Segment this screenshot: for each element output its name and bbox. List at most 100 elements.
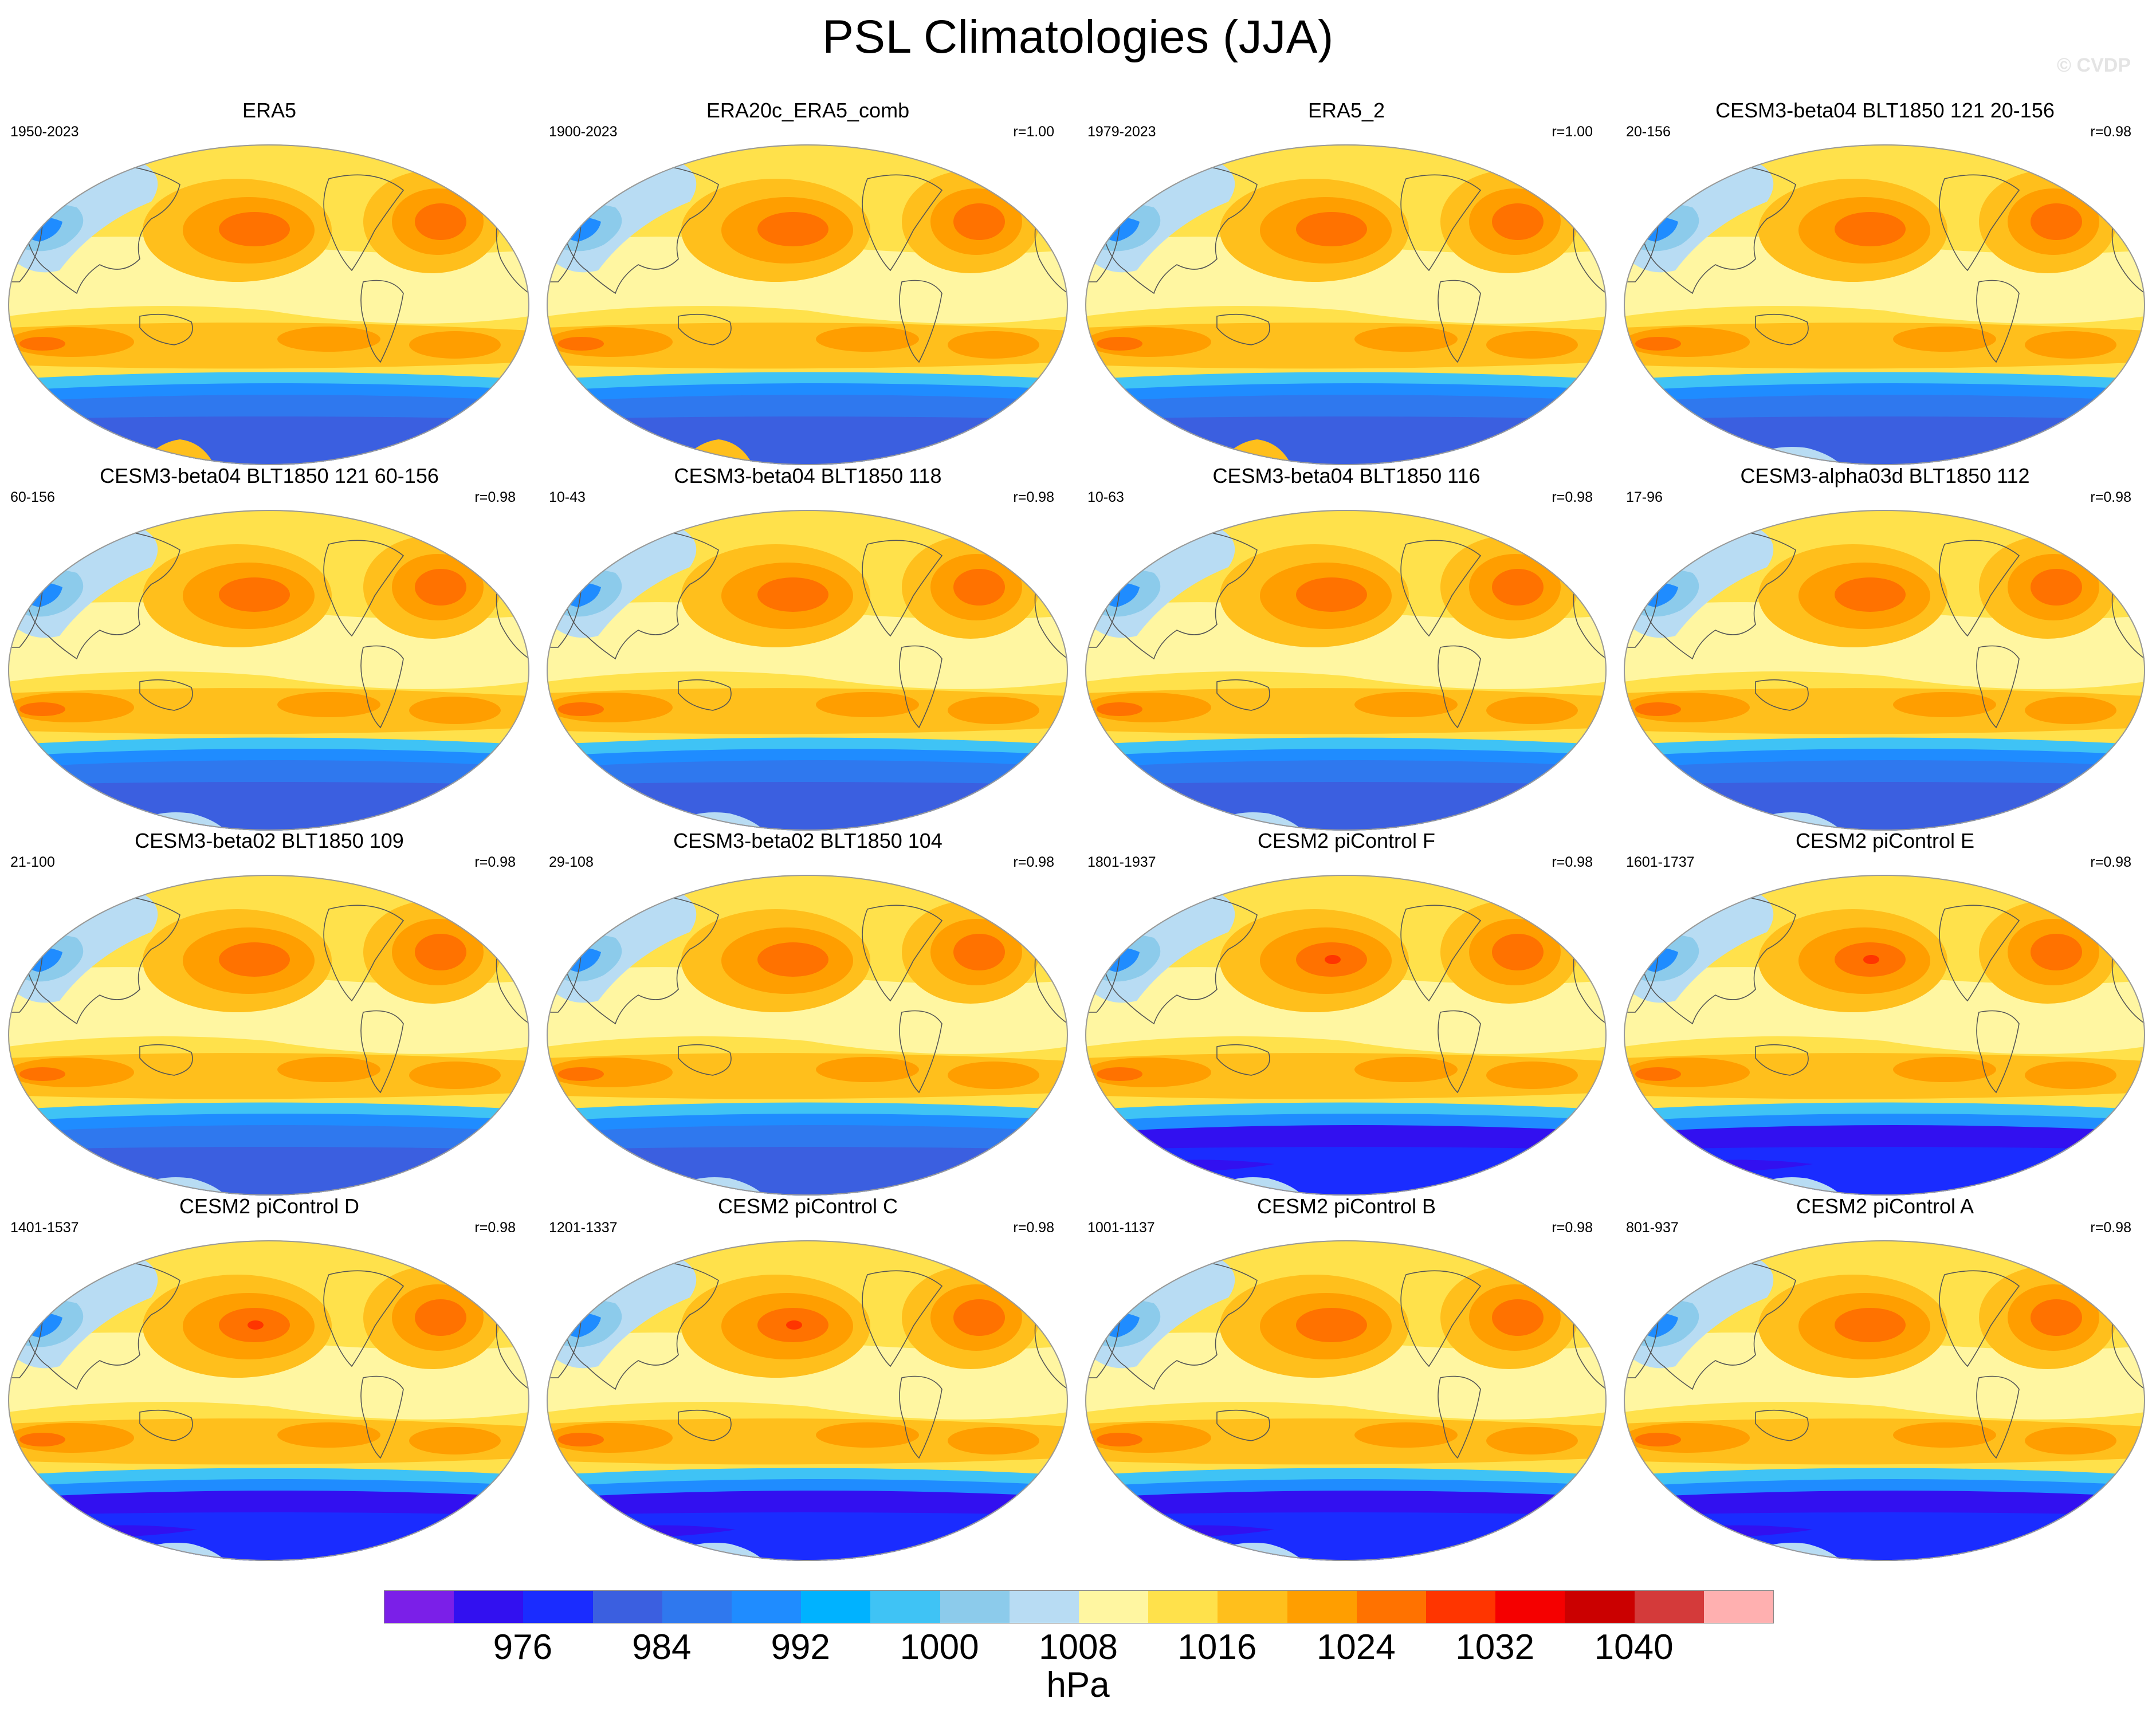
- map-border: [8, 510, 529, 831]
- north-america-outline: [1400, 1270, 1482, 1367]
- south-pacific-high: [1354, 327, 1458, 352]
- australia-outline: [1755, 679, 1809, 711]
- south-pacific-high: [277, 327, 380, 352]
- atlantic-high-inner: [1492, 1299, 1544, 1336]
- colorbar-swatch: [1218, 1591, 1287, 1623]
- panel-title: CESM3-beta02 BLT1850 104: [673, 829, 942, 852]
- south-pacific-high: [1893, 327, 1996, 352]
- south-pacific-high: [277, 1422, 380, 1448]
- colorbar-swatch: [801, 1591, 871, 1623]
- panel-years: 1801-1937: [1087, 854, 1156, 870]
- south-america-outline: [899, 1375, 942, 1459]
- australia-outline: [678, 679, 732, 711]
- south-america-outline: [899, 280, 942, 363]
- pacific-high-core: [1863, 955, 1879, 964]
- panel-title: CESM2 piControl A: [1796, 1194, 1974, 1218]
- south-pacific-high: [1354, 692, 1458, 717]
- atlantic-high-inner: [2031, 934, 2082, 970]
- colorbar-swatch: [1703, 1591, 1774, 1623]
- panel-years: 60-156: [10, 489, 55, 505]
- map-border: [1085, 1240, 1607, 1561]
- psl-contour-field: [1624, 1240, 2145, 1561]
- panel-title: CESM3-beta04 BLT1850 118: [674, 464, 942, 488]
- pacific-high-inner: [219, 212, 290, 246]
- psl-contour-field: [1624, 144, 2145, 465]
- south-indian-core: [1097, 1433, 1142, 1446]
- map-border: [8, 144, 529, 465]
- south-atlantic-high: [948, 331, 1039, 359]
- atlantic-high-inner: [415, 203, 466, 240]
- panel-pattern-correlation: r=0.98: [2090, 124, 2131, 140]
- north-america-outline: [1939, 905, 2020, 1002]
- atlantic-high-inner: [2031, 1299, 2082, 1336]
- south-indian-core: [1635, 337, 1681, 351]
- south-atlantic-high: [948, 697, 1039, 724]
- south-america-outline: [899, 645, 942, 729]
- colorbar: [384, 1590, 1774, 1623]
- south-america-outline: [899, 1010, 942, 1094]
- southern-high-band: [8, 688, 529, 734]
- psl-contour-field: [1085, 510, 1607, 831]
- south-america-outline: [360, 1010, 404, 1094]
- north-america-outline: [862, 1270, 943, 1367]
- south-indian-core: [1097, 702, 1142, 716]
- southern-ocean-low-deep: [1085, 782, 1607, 831]
- psl-map: [1085, 1240, 1607, 1561]
- north-america-outline: [1939, 174, 2020, 272]
- colorbar-swatch: [384, 1591, 454, 1623]
- colorbar-swatch: [1079, 1591, 1149, 1623]
- psl-map: [8, 1240, 529, 1561]
- southern-ocean-low-deep: [1624, 416, 2145, 465]
- southern-ocean-low-deep: [547, 1147, 1068, 1196]
- map-panel: CESM2 piControl C 1201-1337 r=0.98: [539, 1194, 1077, 1561]
- southern-high-band: [8, 1053, 529, 1099]
- south-atlantic-high: [409, 697, 501, 724]
- psl-map: [547, 1240, 1068, 1561]
- panel-title: CESM2 piControl E: [1795, 829, 1975, 852]
- south-indian-core: [19, 702, 65, 716]
- panel-pattern-correlation: r=0.98: [2090, 854, 2131, 870]
- panel-title: CESM2 piControl C: [717, 1194, 898, 1218]
- south-america-outline: [1438, 1010, 1481, 1094]
- pacific-high-inner: [757, 212, 828, 246]
- atlantic-high-inner: [1492, 934, 1544, 970]
- north-america-outline: [323, 905, 405, 1002]
- panel-pattern-correlation: r=0.98: [1013, 854, 1054, 870]
- panel-years: 10-63: [1087, 489, 1124, 505]
- panel-years: 1900-2023: [549, 124, 618, 140]
- pacific-high-inner: [757, 577, 828, 612]
- south-america-outline: [1438, 645, 1481, 729]
- map-border: [547, 1240, 1068, 1561]
- colorbar-tick-label: 1000: [900, 1627, 979, 1667]
- southern-ocean-low-deep: [1085, 1512, 1607, 1561]
- colorbar-swatch: [454, 1591, 524, 1623]
- australia-outline: [139, 679, 193, 711]
- southern-ocean-low-deep: [547, 782, 1068, 831]
- south-indian-core: [1635, 1433, 1681, 1446]
- atlantic-high-inner: [953, 569, 1005, 606]
- psl-map: [1085, 875, 1607, 1196]
- australia-outline: [1216, 679, 1270, 711]
- southern-high-band: [1624, 688, 2145, 734]
- panel-title: CESM3-beta02 BLT1850 109: [135, 829, 404, 852]
- colorbar-swatch: [1426, 1591, 1496, 1623]
- psl-contour-field: [1624, 510, 2145, 831]
- south-atlantic-high: [2025, 697, 2116, 724]
- southern-ocean-low-deep: [1085, 416, 1607, 465]
- psl-contour-field: [1085, 1240, 1607, 1561]
- colorbar-tick-label: 1032: [1455, 1627, 1535, 1667]
- map-panel: CESM3-beta02 BLT1850 109 21-100 r=0.98: [0, 829, 539, 1196]
- north-america-outline: [1939, 540, 2020, 637]
- southern-high-band: [547, 1418, 1068, 1465]
- pacific-high-core: [1325, 955, 1341, 964]
- panel-pattern-correlation: r=0.98: [2090, 489, 2131, 505]
- map-panel: CESM3-beta04 BLT1850 121 60-156 60-156 r=0…: [0, 464, 539, 831]
- map-panel: CESM2 piControl D 1401-1537 r=0.98: [0, 1194, 539, 1561]
- colorbar-swatch: [662, 1591, 732, 1623]
- south-america-outline: [1438, 280, 1481, 363]
- psl-map: [547, 510, 1068, 831]
- australia-outline: [1755, 313, 1809, 345]
- panel-title: CESM2 piControl B: [1256, 1194, 1436, 1218]
- southern-high-band: [1624, 323, 2145, 369]
- psl-contour-field: [547, 1240, 1068, 1561]
